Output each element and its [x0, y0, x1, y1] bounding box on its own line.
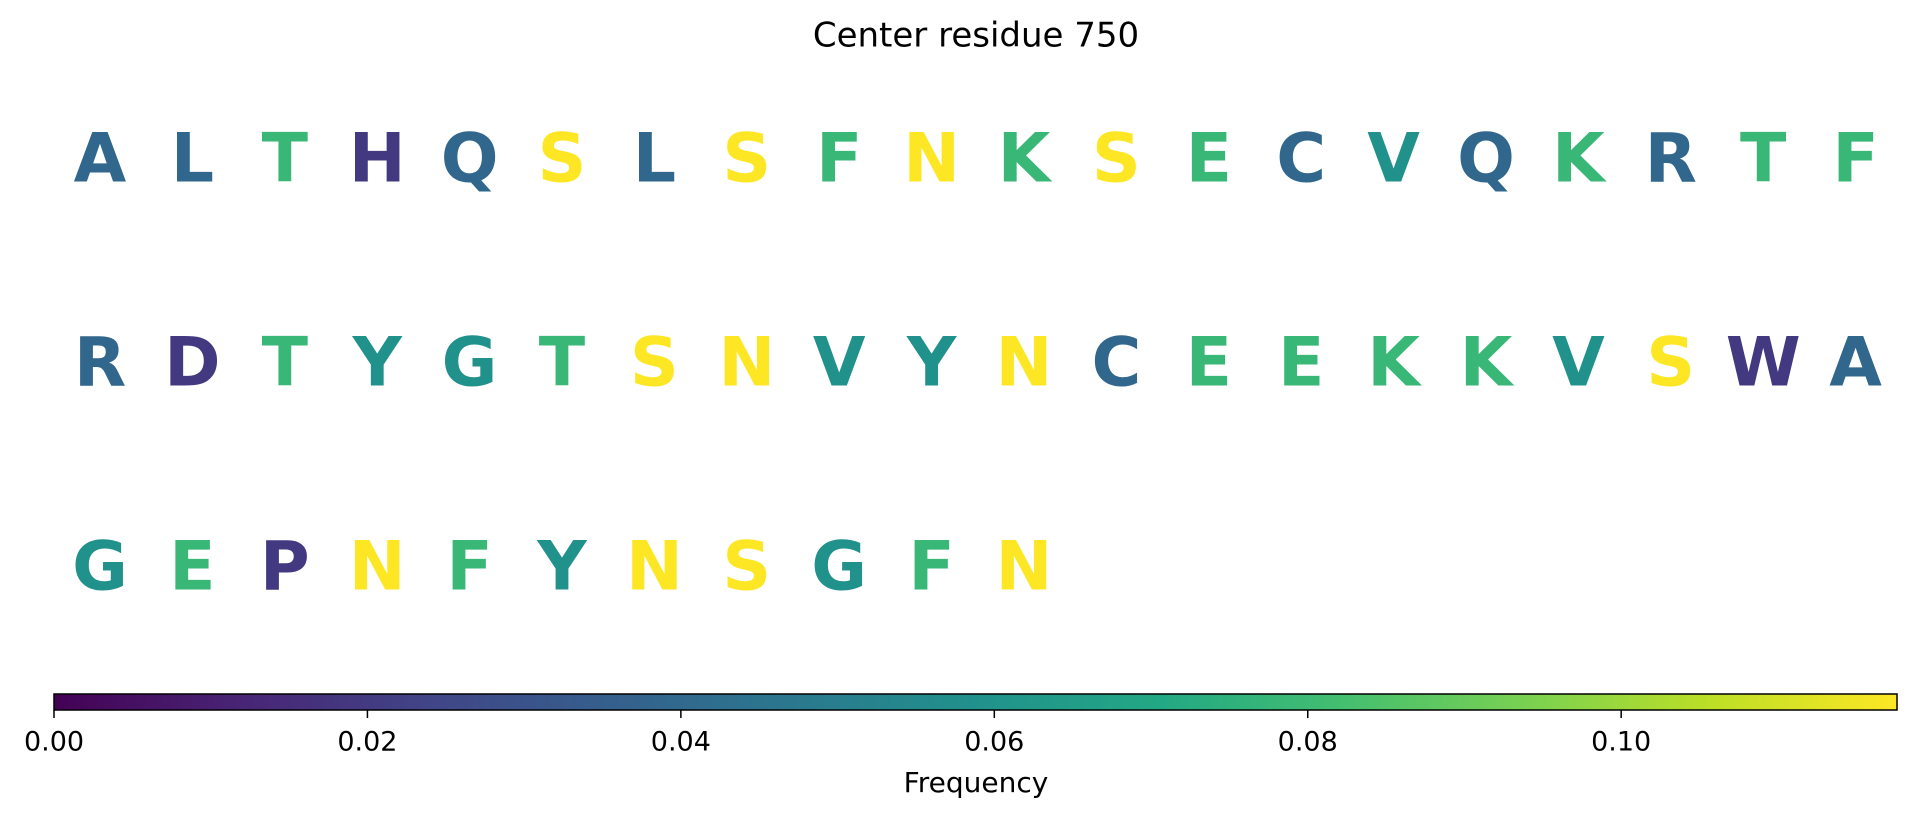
colorbar-tick-label: 0.06 — [964, 727, 1024, 758]
residue-letter: G — [811, 528, 867, 607]
residue-letter: C — [1276, 120, 1326, 199]
residue-letter: T — [1740, 120, 1787, 199]
residue-letter: N — [349, 528, 406, 607]
residue-letter: N — [718, 324, 775, 403]
residue-letter: S — [538, 120, 587, 199]
residue-letter: S — [1092, 120, 1141, 199]
colorbar-tick-label: 0.08 — [1278, 727, 1338, 758]
residue-letter: L — [171, 120, 214, 199]
residue-letter: Y — [352, 324, 403, 403]
residue-letter: K — [998, 120, 1053, 199]
residue-letter: D — [164, 324, 220, 403]
residue-letter: S — [722, 120, 771, 199]
residue-letter: E — [1186, 120, 1232, 199]
residue-letter: P — [260, 528, 310, 607]
residue-letter: S — [1646, 324, 1695, 403]
colorbar-tick-label: 0.10 — [1591, 727, 1651, 758]
colorbar-tick-label: 0.04 — [651, 727, 711, 758]
residue-letter: V — [1367, 120, 1420, 199]
residue-letter: Y — [536, 528, 587, 607]
residue-letter: C — [1091, 324, 1141, 403]
colorbar — [53, 693, 1898, 711]
residue-letter: E — [1278, 324, 1324, 403]
residue-letter: A — [1829, 324, 1882, 403]
residue-letter: R — [1645, 120, 1697, 199]
residue-letter: F — [446, 528, 492, 607]
residue-letter: T — [262, 324, 309, 403]
residue-letter: N — [996, 528, 1053, 607]
residue-letter: W — [1726, 324, 1801, 403]
residue-letter: N — [626, 528, 683, 607]
residue-letter: Q — [1457, 120, 1515, 199]
colorbar-tick-label: 0.02 — [337, 727, 397, 758]
residue-letter: A — [74, 120, 127, 199]
residue-letter: H — [349, 120, 406, 199]
residue-letter: F — [816, 120, 862, 199]
residue-letter: K — [1460, 324, 1515, 403]
residue-letter: V — [813, 324, 866, 403]
residue-letter: T — [262, 120, 309, 199]
residue-letter: Y — [906, 324, 957, 403]
residue-letter: K — [1367, 324, 1422, 403]
residue-letter: F — [908, 528, 954, 607]
residue-letter: N — [996, 324, 1053, 403]
residue-letter: R — [74, 324, 126, 403]
chart-title: Center residue 750 — [813, 16, 1139, 56]
colorbar-label: Frequency — [904, 766, 1049, 799]
residue-letter: G — [72, 528, 128, 607]
residue-letter: T — [539, 324, 586, 403]
colorbar-tick-label: 0.00 — [24, 727, 84, 758]
residue-letter: K — [1552, 120, 1607, 199]
residue-letter: E — [1186, 324, 1232, 403]
residue-letter: S — [722, 528, 771, 607]
residue-letter: N — [903, 120, 960, 199]
residue-letter: V — [1552, 324, 1605, 403]
residue-letter: Q — [441, 120, 499, 199]
residue-letter: F — [1832, 120, 1878, 199]
residue-letter: L — [633, 120, 676, 199]
residue-letter: G — [442, 324, 498, 403]
residue-letter: S — [630, 324, 679, 403]
residue-letter: E — [169, 528, 215, 607]
